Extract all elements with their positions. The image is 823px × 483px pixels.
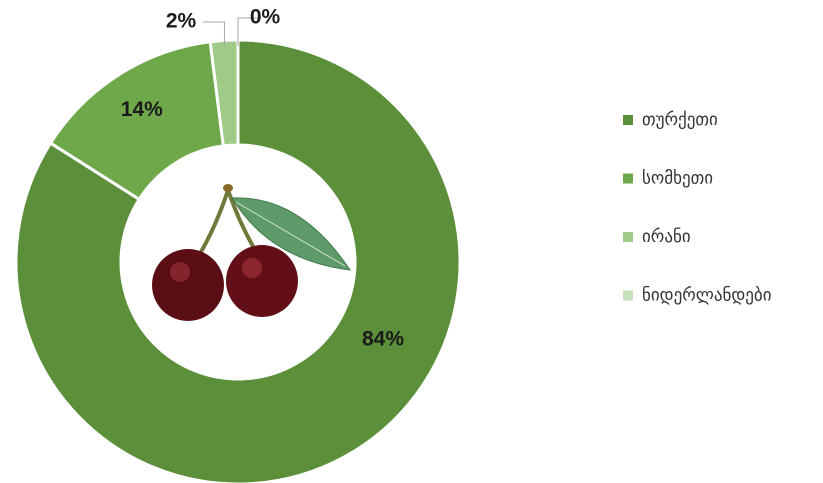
cherry-illustration (152, 184, 352, 321)
legend-marker (623, 290, 633, 301)
legend-marker (623, 232, 633, 242)
donut-slice (14, 38, 462, 483)
legend-label: ირანი (642, 227, 691, 247)
legend-label: თურქეთი (642, 110, 718, 130)
data-label: 14% (121, 98, 163, 121)
data-label: 84% (362, 328, 404, 351)
legend-label: სომხეთი (642, 169, 713, 189)
leader-line (203, 21, 225, 47)
data-label: 2% (166, 10, 197, 33)
leader-line (237, 17, 261, 46)
legend-label: ნიდერლანდები (642, 286, 772, 306)
data-label: 0% (250, 6, 281, 29)
legend-marker (623, 115, 633, 125)
legend-marker (623, 173, 633, 184)
